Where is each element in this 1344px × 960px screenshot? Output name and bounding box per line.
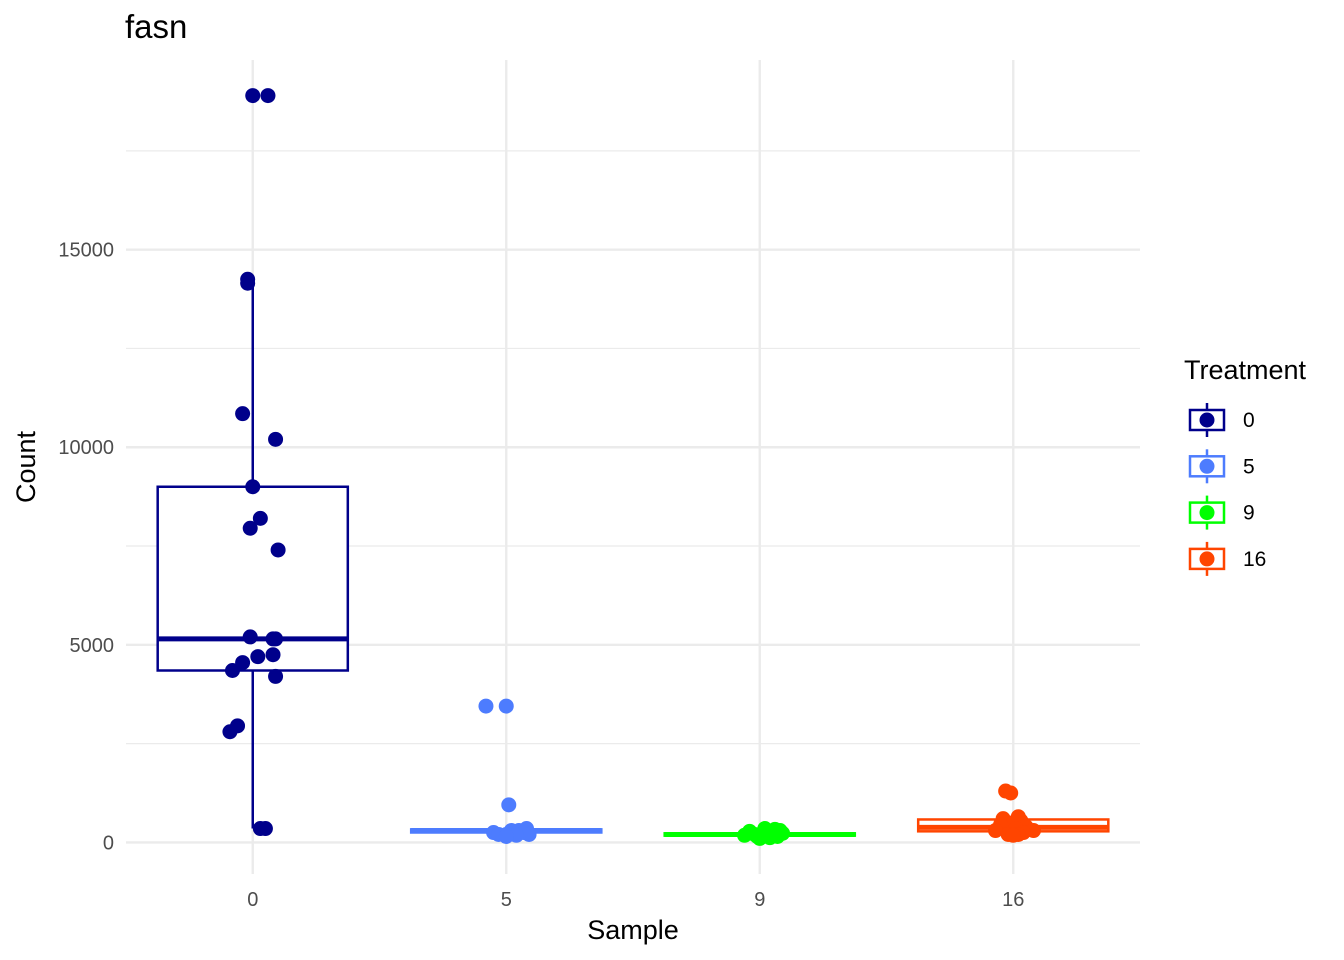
data-points [222,88,1042,846]
data-point [242,629,258,645]
legend-item: 9 [1188,495,1255,530]
legend: Treatment 0 5 9 16 [1184,355,1307,576]
grid-lines [126,60,1140,874]
data-point [245,479,261,495]
y-axis-title: Count [11,430,41,503]
data-point [498,828,514,844]
y-tick-label: 10000 [58,437,114,459]
axis-ticks: 0 5000 10000 15000 0 5 9 16 [58,240,1024,911]
legend-title: Treatment [1184,355,1307,385]
legend-point-key [1199,551,1215,567]
data-point [1005,827,1021,843]
legend-label: 5 [1243,455,1255,478]
data-point [501,797,517,813]
data-point [521,826,537,842]
boxes [156,281,1110,838]
legend-point-key [1199,458,1215,474]
legend-item: 5 [1188,449,1255,484]
data-point [235,406,251,422]
x-tick-label: 16 [1002,889,1024,911]
data-point [265,647,281,663]
data-point [252,510,268,526]
data-point [268,668,284,684]
legend-item: 16 [1188,541,1266,576]
data-point [737,827,753,843]
data-point [224,663,240,678]
box-0 [156,281,350,829]
data-point [1003,785,1019,801]
data-point [250,649,266,665]
chart-title: fasn [125,8,187,45]
data-point [478,698,494,714]
x-tick-label: 9 [754,889,765,911]
legend-label: 9 [1243,502,1255,525]
data-point [257,821,273,837]
data-point [222,724,238,740]
data-point [268,631,284,647]
y-tick-label: 5000 [70,635,115,657]
legend-label: 0 [1243,409,1255,432]
legend-item: 0 [1188,403,1255,437]
data-point [498,698,514,714]
y-tick-label: 15000 [58,240,114,262]
data-point [268,431,284,447]
legend-point-key [1199,505,1215,521]
x-tick-label: 5 [501,889,512,911]
data-point [988,823,1004,839]
data-point [260,88,276,104]
x-tick-label: 0 [247,889,258,911]
data-point [245,88,261,104]
data-point [235,655,251,671]
legend-label: 16 [1243,548,1266,571]
x-axis-title: Sample [587,915,679,945]
data-point [240,275,256,291]
y-tick-label: 0 [103,832,114,854]
data-point [270,542,286,558]
data-point [242,520,258,536]
legend-point-key [1199,412,1215,428]
data-point [752,830,768,846]
